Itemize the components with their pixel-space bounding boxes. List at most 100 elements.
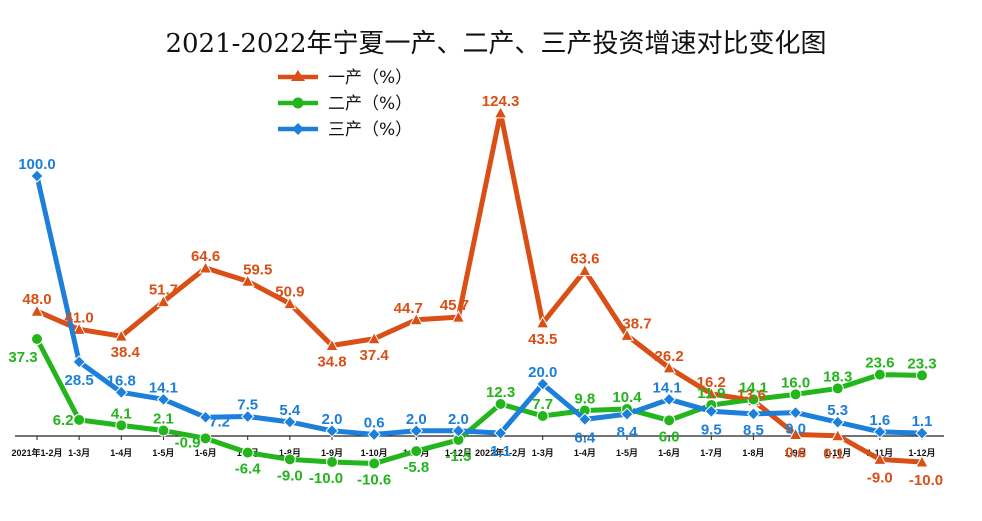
data-label-secondary: 9.8: [574, 391, 595, 408]
data-label-secondary: -10.0: [309, 470, 343, 487]
data-point-tertiary: [283, 415, 297, 429]
data-label-secondary: -10.6: [357, 472, 391, 489]
data-point-primary: [493, 105, 508, 119]
data-point-primary: [788, 427, 803, 440]
x-tick-label: 1-12月: [908, 448, 935, 458]
data-label-tertiary: 1.1: [490, 443, 511, 460]
data-point-secondary: [157, 424, 170, 437]
data-label-secondary: 18.3: [823, 368, 852, 385]
data-label-secondary: -6.4: [235, 461, 262, 478]
data-label-tertiary: 5.3: [827, 402, 848, 419]
data-label-primary: 37.4: [360, 347, 390, 364]
x-tick-label: 2021年1-2月: [11, 447, 62, 458]
data-point-primary: [535, 315, 550, 329]
data-label-primary: 0.6: [785, 444, 806, 461]
data-label-tertiary: 7.5: [237, 397, 258, 414]
data-point-secondary: [916, 369, 928, 382]
data-point-tertiary: [114, 385, 128, 400]
chart-title: 2021-2022年宁夏一产、二产、三产投资增速对比变化图: [165, 29, 826, 59]
data-point-primary: [325, 338, 339, 352]
data-label-secondary: 10.4: [612, 389, 642, 406]
data-point-secondary: [73, 413, 86, 426]
data-label-primary: 50.9: [275, 284, 304, 301]
plot-area: [30, 105, 929, 470]
data-label-primary: 0.1: [823, 446, 844, 463]
legend-item-tertiary: 三产（%）: [278, 120, 412, 140]
data-point-primary: [198, 260, 213, 274]
data-label-primary: 63.6: [570, 251, 599, 268]
legend-label-primary: 一产（%）: [328, 68, 412, 88]
data-point-tertiary: [873, 425, 887, 439]
data-label-tertiary: 7.2: [209, 413, 230, 430]
data-point-secondary: [283, 453, 296, 466]
data-point-tertiary: [30, 169, 44, 183]
data-point-secondary: [494, 398, 507, 411]
x-tick-label: 1-8月: [279, 448, 301, 458]
data-label-secondary: 12.3: [486, 384, 515, 401]
data-point-secondary: [536, 409, 549, 422]
data-point-secondary: [789, 388, 802, 401]
data-label-secondary: 23.3: [907, 355, 936, 372]
x-tick-label: 2022年1-2月: [475, 447, 526, 458]
data-label-primary: 48.0: [22, 291, 51, 308]
x-tick-label: 1-5月: [616, 448, 638, 458]
data-label-tertiary: 14.1: [653, 379, 682, 396]
data-label-primary: 13.6: [737, 387, 766, 404]
data-point-secondary: [873, 368, 886, 381]
data-point-primary: [451, 310, 466, 323]
x-tick-label: 1-12月: [445, 448, 472, 458]
data-label-tertiary: 0.6: [364, 414, 385, 431]
data-point-primary: [156, 294, 171, 308]
legend-item-primary: 一产（%）: [278, 68, 412, 88]
data-point-primary: [915, 454, 929, 468]
data-point-secondary: [831, 382, 844, 395]
x-tick-label: 1-10月: [361, 448, 388, 458]
data-label-tertiary: 8.4: [617, 424, 639, 441]
data-point-tertiary: [788, 405, 803, 420]
data-point-primary: [873, 452, 887, 465]
circle-icon: [292, 97, 304, 109]
x-tick-label: 1-3月: [68, 448, 90, 458]
data-label-tertiary: 28.5: [65, 372, 94, 389]
x-tick-label: 1-8月: [742, 448, 764, 458]
legend-label-secondary: 二产（%）: [328, 94, 412, 114]
data-label-tertiary: 1.1: [912, 413, 933, 430]
data-label-primary: 59.5: [243, 261, 272, 278]
data-point-secondary: [31, 333, 43, 346]
data-point-primary: [114, 329, 129, 342]
data-point-tertiary: [746, 407, 761, 421]
data-label-secondary: -0.9: [175, 434, 201, 451]
data-point-secondary: [747, 393, 760, 406]
data-point-tertiary: [409, 424, 423, 438]
data-label-secondary: 2.1: [153, 411, 174, 428]
data-point-tertiary: [156, 392, 171, 407]
data-point-primary: [240, 274, 255, 287]
data-label-tertiary: 20.0: [528, 364, 557, 381]
x-tick-label: 1-9月: [785, 448, 807, 458]
data-point-tertiary: [241, 409, 255, 424]
data-point-primary: [620, 328, 634, 341]
legend: 一产（%） 二产（%） 三产（%）: [278, 68, 412, 140]
series-line-primary: [34, 110, 925, 465]
data-point-primary: [30, 304, 44, 317]
data-point-secondary: [115, 419, 128, 432]
data-point-secondary: [199, 432, 212, 445]
x-tick-label: 1-7月: [700, 448, 722, 458]
data-point-tertiary: [367, 427, 381, 442]
x-tick-label: 1-6月: [195, 448, 217, 458]
legend-label-tertiary: 三产（%）: [328, 120, 412, 140]
data-label-secondary: 6.0: [659, 428, 680, 445]
data-point-secondary: [241, 446, 254, 459]
data-point-tertiary: [451, 424, 466, 438]
series-line-secondary: [34, 336, 925, 467]
data-point-tertiary: [831, 415, 845, 429]
data-point-secondary: [326, 456, 338, 468]
data-point-tertiary: [536, 377, 550, 391]
data-label-secondary: 14.1: [739, 379, 768, 396]
series-line-tertiary: [34, 173, 925, 437]
data-point-tertiary: [620, 407, 634, 421]
triangle-icon: [291, 70, 305, 81]
data-label-primary: 43.5: [528, 331, 557, 348]
diamond-icon: [292, 123, 304, 135]
